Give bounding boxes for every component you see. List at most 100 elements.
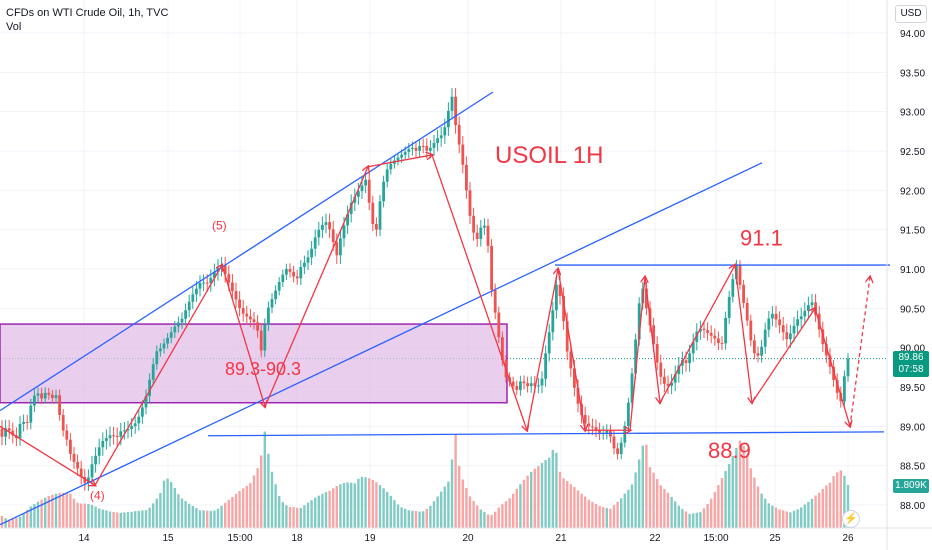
volume-bar — [80, 503, 83, 528]
volume-bar — [530, 471, 533, 528]
volume-bar — [353, 483, 356, 528]
candle-body — [202, 282, 205, 284]
volume-bar — [774, 507, 778, 528]
volume-bar — [670, 497, 673, 528]
volume-bar — [148, 507, 151, 528]
candle-body — [436, 138, 439, 143]
volume-bar — [760, 493, 763, 528]
candle-body — [709, 332, 713, 336]
volume-bar — [58, 493, 61, 528]
candle-body — [105, 438, 108, 441]
volume-bar — [180, 498, 184, 528]
currency-button[interactable]: USD — [895, 5, 927, 23]
candle-body — [241, 308, 245, 314]
candle-countdown: 07:58 — [898, 364, 924, 375]
candle-body — [346, 214, 349, 226]
volume-bar — [663, 488, 666, 528]
volume-bar — [782, 510, 785, 528]
candle-body — [472, 215, 475, 233]
candle-body — [357, 191, 360, 197]
candle-body — [760, 346, 763, 356]
price-axis: 88.00 88.50 89.00 89.50 90.00 90.50 91.00 91.50… — [900, 29, 925, 512]
candle-body — [634, 339, 637, 374]
volume-bar — [105, 510, 108, 528]
candle-body — [450, 96, 454, 111]
volume-bar — [216, 508, 220, 528]
volume-bar — [756, 486, 760, 528]
volume-bar — [501, 504, 504, 528]
volume-bar — [101, 509, 104, 528]
candle-body — [591, 426, 594, 428]
volume-bar — [152, 503, 155, 528]
candle-body — [605, 430, 609, 433]
candle-body — [400, 154, 403, 158]
candle-body — [22, 421, 25, 424]
y-tick-label: 88.50 — [900, 462, 925, 473]
volume-bar — [638, 459, 641, 528]
candle-body — [256, 322, 259, 331]
zone-label: 89.3-90.3 — [225, 359, 301, 379]
candle-body — [389, 163, 393, 170]
candle-body — [90, 464, 94, 478]
volume-bar — [569, 484, 572, 528]
volume-bar — [65, 492, 68, 528]
volume-bar — [202, 510, 205, 528]
candle-body — [439, 135, 443, 139]
candle-body — [69, 439, 72, 454]
volume-bar — [425, 508, 428, 528]
candle-body — [198, 283, 202, 289]
candle-body — [465, 164, 468, 191]
candle-body — [25, 421, 29, 423]
candle-body — [187, 301, 191, 311]
volume-bar — [800, 507, 803, 528]
candle-body — [799, 316, 803, 320]
volume-bar — [598, 505, 601, 528]
volume-bar — [630, 484, 634, 528]
x-tick-label: 21 — [555, 533, 567, 544]
wave-arrow — [659, 265, 735, 404]
volume-bar — [335, 486, 338, 528]
candle-body — [112, 435, 115, 437]
volume-bar — [627, 489, 630, 528]
volume-bar — [515, 488, 518, 528]
candle-body — [522, 381, 526, 384]
volume-bar — [332, 488, 335, 528]
volume-bar — [278, 496, 281, 528]
candle-body — [846, 358, 850, 377]
candle-body — [749, 320, 753, 341]
volume-bar — [310, 500, 313, 528]
candle-body — [558, 284, 562, 297]
candle-body — [385, 169, 389, 182]
volume-bar — [364, 477, 367, 528]
volume-bar — [4, 518, 7, 528]
volume-bar — [69, 493, 72, 528]
candle-body — [457, 125, 461, 145]
x-tick-label: 20 — [462, 533, 474, 544]
candle-body — [738, 265, 742, 285]
candle-body — [483, 225, 486, 228]
candle-body — [720, 342, 724, 344]
candle-body — [832, 366, 835, 380]
candle-body — [825, 344, 828, 356]
candle-body — [767, 318, 771, 330]
volume-label[interactable]: Vol — [6, 21, 22, 33]
volume-bar — [587, 499, 590, 528]
wave-arrow — [94, 265, 222, 486]
volume-bar — [321, 493, 324, 528]
candle-body — [612, 436, 616, 449]
volume-bar — [123, 512, 126, 528]
volume-bar — [814, 495, 817, 528]
candle-body — [789, 333, 792, 340]
volume-bar — [652, 472, 655, 528]
candle-body — [18, 423, 22, 439]
symbol-title[interactable]: CFDs on WTI Crude Oil, 1h, TVC — [6, 7, 169, 19]
volume-bar — [195, 508, 198, 528]
volume-bar — [710, 498, 713, 528]
candle-body — [162, 343, 166, 349]
candle-body — [569, 351, 573, 369]
volume-bar — [303, 505, 306, 528]
candle-body — [501, 337, 504, 361]
flash-icon[interactable]: ⚡ — [842, 510, 860, 528]
volume-bar — [166, 478, 169, 528]
